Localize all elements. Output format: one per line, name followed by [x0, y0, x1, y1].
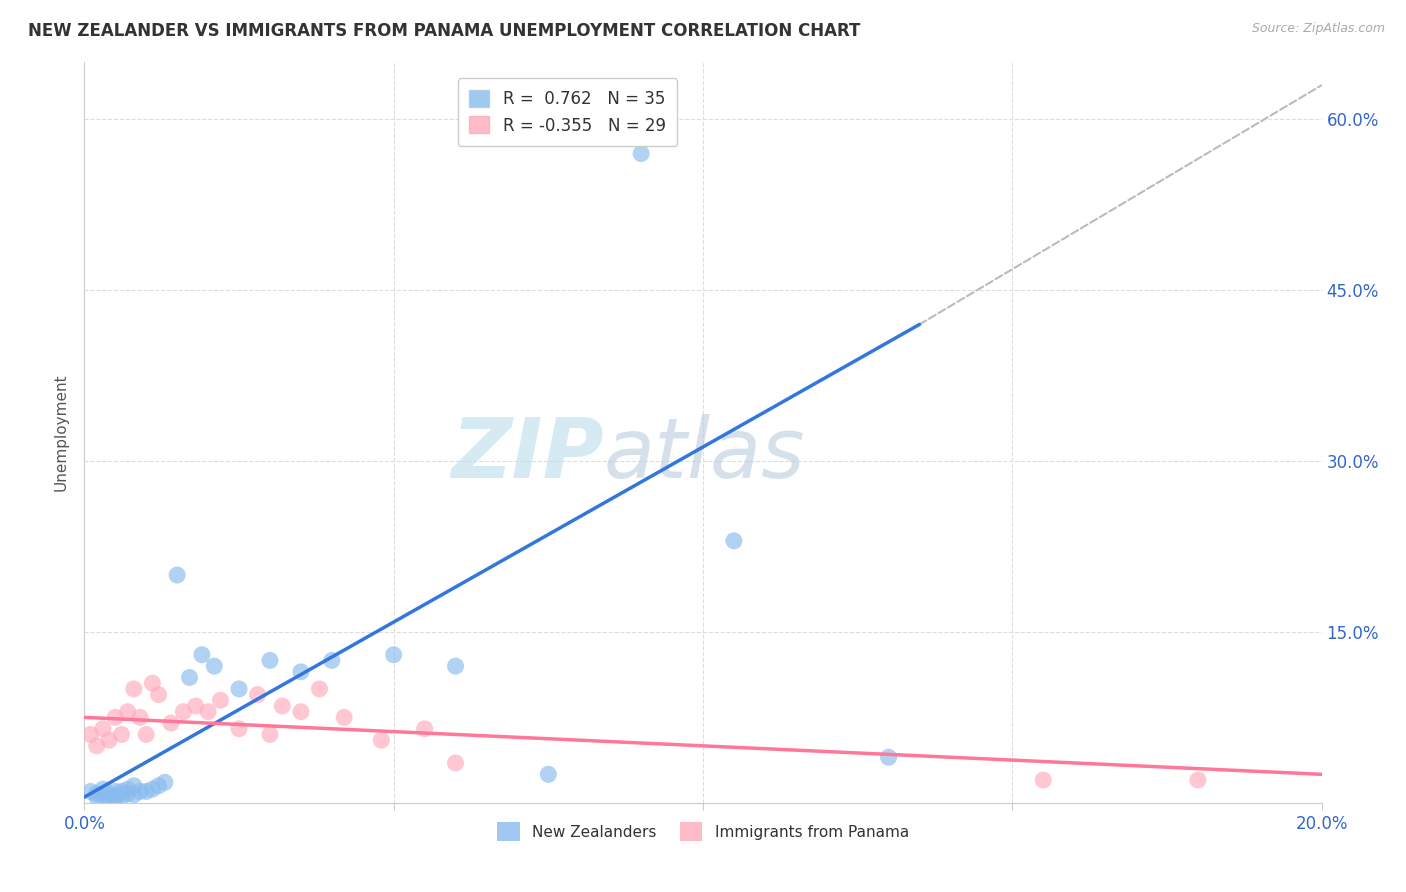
Legend: New Zealanders, Immigrants from Panama: New Zealanders, Immigrants from Panama: [491, 816, 915, 847]
Point: [153, 775, 176, 789]
Point: [259, 727, 281, 741]
Point: [537, 767, 560, 781]
Point: [122, 788, 145, 802]
Point: [98, 733, 121, 747]
Point: [444, 659, 467, 673]
Point: [382, 648, 405, 662]
Point: [271, 698, 294, 713]
Point: [148, 779, 170, 793]
Point: [202, 659, 225, 673]
Point: [172, 705, 194, 719]
Point: [79, 727, 101, 741]
Point: [122, 779, 145, 793]
Point: [129, 710, 152, 724]
Point: [141, 782, 163, 797]
Point: [117, 705, 139, 719]
Point: [246, 688, 269, 702]
Point: [290, 705, 312, 719]
Point: [1187, 772, 1209, 787]
Point: [117, 787, 139, 801]
Point: [444, 756, 467, 770]
Point: [86, 787, 108, 801]
Text: NEW ZEALANDER VS IMMIGRANTS FROM PANAMA UNEMPLOYMENT CORRELATION CHART: NEW ZEALANDER VS IMMIGRANTS FROM PANAMA …: [28, 22, 860, 40]
Point: [104, 792, 127, 806]
Point: [179, 671, 201, 685]
Point: [117, 782, 139, 797]
Point: [308, 681, 330, 696]
Point: [91, 722, 114, 736]
Point: [135, 784, 157, 798]
Point: [209, 693, 232, 707]
Point: [98, 791, 121, 805]
Point: [91, 782, 114, 797]
Point: [1032, 772, 1054, 787]
Point: [197, 705, 219, 719]
Point: [91, 789, 114, 803]
Point: [104, 784, 127, 798]
Point: [141, 676, 163, 690]
Point: [86, 739, 108, 753]
Point: [290, 665, 312, 679]
Text: Source: ZipAtlas.com: Source: ZipAtlas.com: [1251, 22, 1385, 36]
Text: ZIP: ZIP: [451, 414, 605, 495]
Point: [110, 784, 132, 798]
Point: [79, 784, 101, 798]
Point: [228, 722, 250, 736]
Point: [122, 681, 145, 696]
Y-axis label: Unemployment: Unemployment: [53, 374, 69, 491]
Point: [104, 789, 127, 803]
Point: [321, 653, 343, 667]
Point: [877, 750, 900, 764]
Point: [104, 710, 127, 724]
Point: [630, 146, 652, 161]
Text: atlas: atlas: [605, 414, 806, 495]
Point: [110, 790, 132, 805]
Point: [184, 698, 207, 713]
Point: [98, 787, 121, 801]
Point: [333, 710, 356, 724]
Point: [370, 733, 392, 747]
Point: [86, 790, 108, 805]
Point: [148, 688, 170, 702]
Point: [135, 727, 157, 741]
Point: [191, 648, 214, 662]
Point: [259, 653, 281, 667]
Point: [129, 784, 152, 798]
Point: [110, 727, 132, 741]
Point: [413, 722, 436, 736]
Point: [160, 716, 183, 731]
Point: [228, 681, 250, 696]
Point: [723, 533, 745, 548]
Point: [166, 568, 188, 582]
